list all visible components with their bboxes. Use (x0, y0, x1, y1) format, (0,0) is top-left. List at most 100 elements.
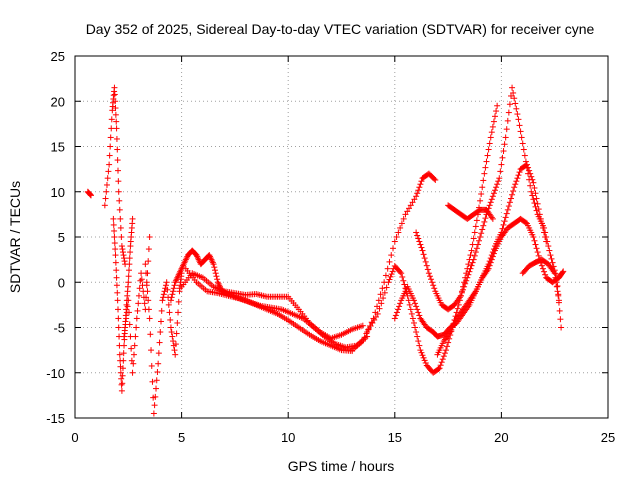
data-point (117, 215, 124, 222)
data-point (121, 255, 128, 262)
data-point (399, 273, 406, 280)
data-point (378, 300, 385, 307)
data-point (530, 179, 537, 186)
data-point (148, 347, 155, 354)
data-point (493, 184, 500, 191)
data-point (112, 252, 119, 259)
data-point (431, 175, 438, 182)
data-point (468, 247, 475, 254)
data-point (124, 303, 131, 310)
data-point (126, 261, 133, 268)
data-point (460, 286, 467, 293)
data-point (417, 181, 424, 188)
data-point (553, 283, 560, 290)
data-point (477, 234, 484, 240)
data-point (111, 234, 118, 240)
data-point (102, 195, 109, 202)
data-point (115, 188, 122, 195)
data-point (121, 327, 128, 334)
data-point (507, 92, 514, 99)
data-point (108, 116, 115, 123)
data-point (377, 291, 384, 298)
data-point (390, 245, 397, 252)
data-point (119, 365, 126, 372)
data-point (119, 372, 126, 379)
x-tick-label: 20 (494, 430, 508, 445)
x-tick-label: 5 (178, 430, 185, 445)
data-point (104, 175, 111, 182)
data-point (551, 270, 558, 277)
data-point (114, 306, 121, 313)
data-point (409, 315, 416, 322)
data-point (428, 276, 435, 283)
data-point (519, 140, 526, 147)
data-point (393, 234, 400, 240)
data-point (143, 279, 150, 286)
data-point (525, 170, 532, 177)
data-point (396, 303, 403, 310)
data-point (485, 146, 492, 153)
x-tick-label: 15 (388, 430, 402, 445)
series-sat-g (178, 270, 366, 342)
data-point (404, 208, 411, 215)
data-point (490, 118, 497, 125)
data-point (389, 268, 396, 275)
data-point (532, 203, 539, 210)
series-sat-h (182, 265, 371, 351)
data-point (141, 300, 148, 307)
data-point (167, 297, 174, 304)
series-sat-a (84, 188, 94, 199)
y-tick-labels: -15 -10 -5 0 5 10 15 20 25 (46, 49, 65, 426)
y-tick-label: 10 (51, 185, 65, 200)
data-point (127, 249, 134, 256)
data-point (121, 258, 128, 265)
data-point (469, 259, 476, 266)
data-point (118, 375, 125, 382)
data-point (487, 259, 494, 266)
data-point (529, 192, 536, 199)
data-point (515, 172, 522, 179)
data-point (113, 267, 120, 274)
data-point (560, 268, 567, 275)
data-point (133, 324, 140, 331)
data-point (444, 343, 451, 350)
data-point (369, 319, 376, 326)
data-point (397, 268, 404, 275)
data-point (473, 245, 480, 252)
data-point (105, 168, 112, 175)
data-point (438, 359, 445, 366)
data-point (175, 298, 182, 305)
data-point (477, 197, 484, 204)
data-point (129, 369, 136, 376)
data-point (118, 387, 125, 394)
y-tick-label: 20 (51, 94, 65, 109)
data-point (500, 148, 507, 155)
data-point (113, 274, 120, 281)
data-point (152, 393, 159, 400)
data-point (528, 188, 535, 195)
data-point (211, 264, 218, 271)
data-point (516, 122, 523, 129)
data-point (161, 288, 168, 295)
y-tick-label: -5 (53, 321, 65, 336)
data-point (486, 262, 493, 269)
data-point (501, 141, 508, 148)
y-axis-label: SDTVAR / TECUs (7, 181, 23, 293)
data-point (534, 249, 541, 256)
data-point (361, 334, 368, 341)
data-point (111, 227, 118, 234)
data-point (544, 238, 551, 245)
data-point (413, 303, 420, 310)
data-point (490, 190, 497, 197)
data-point (479, 226, 486, 233)
series-sat-n (445, 202, 496, 222)
data-point (414, 232, 421, 239)
data-point (143, 294, 150, 301)
data-point (526, 176, 533, 183)
data-point (167, 316, 174, 323)
data-point (143, 270, 150, 277)
data-point (379, 285, 386, 292)
data-point (160, 291, 167, 298)
data-point (365, 326, 372, 333)
data-point (164, 286, 171, 293)
